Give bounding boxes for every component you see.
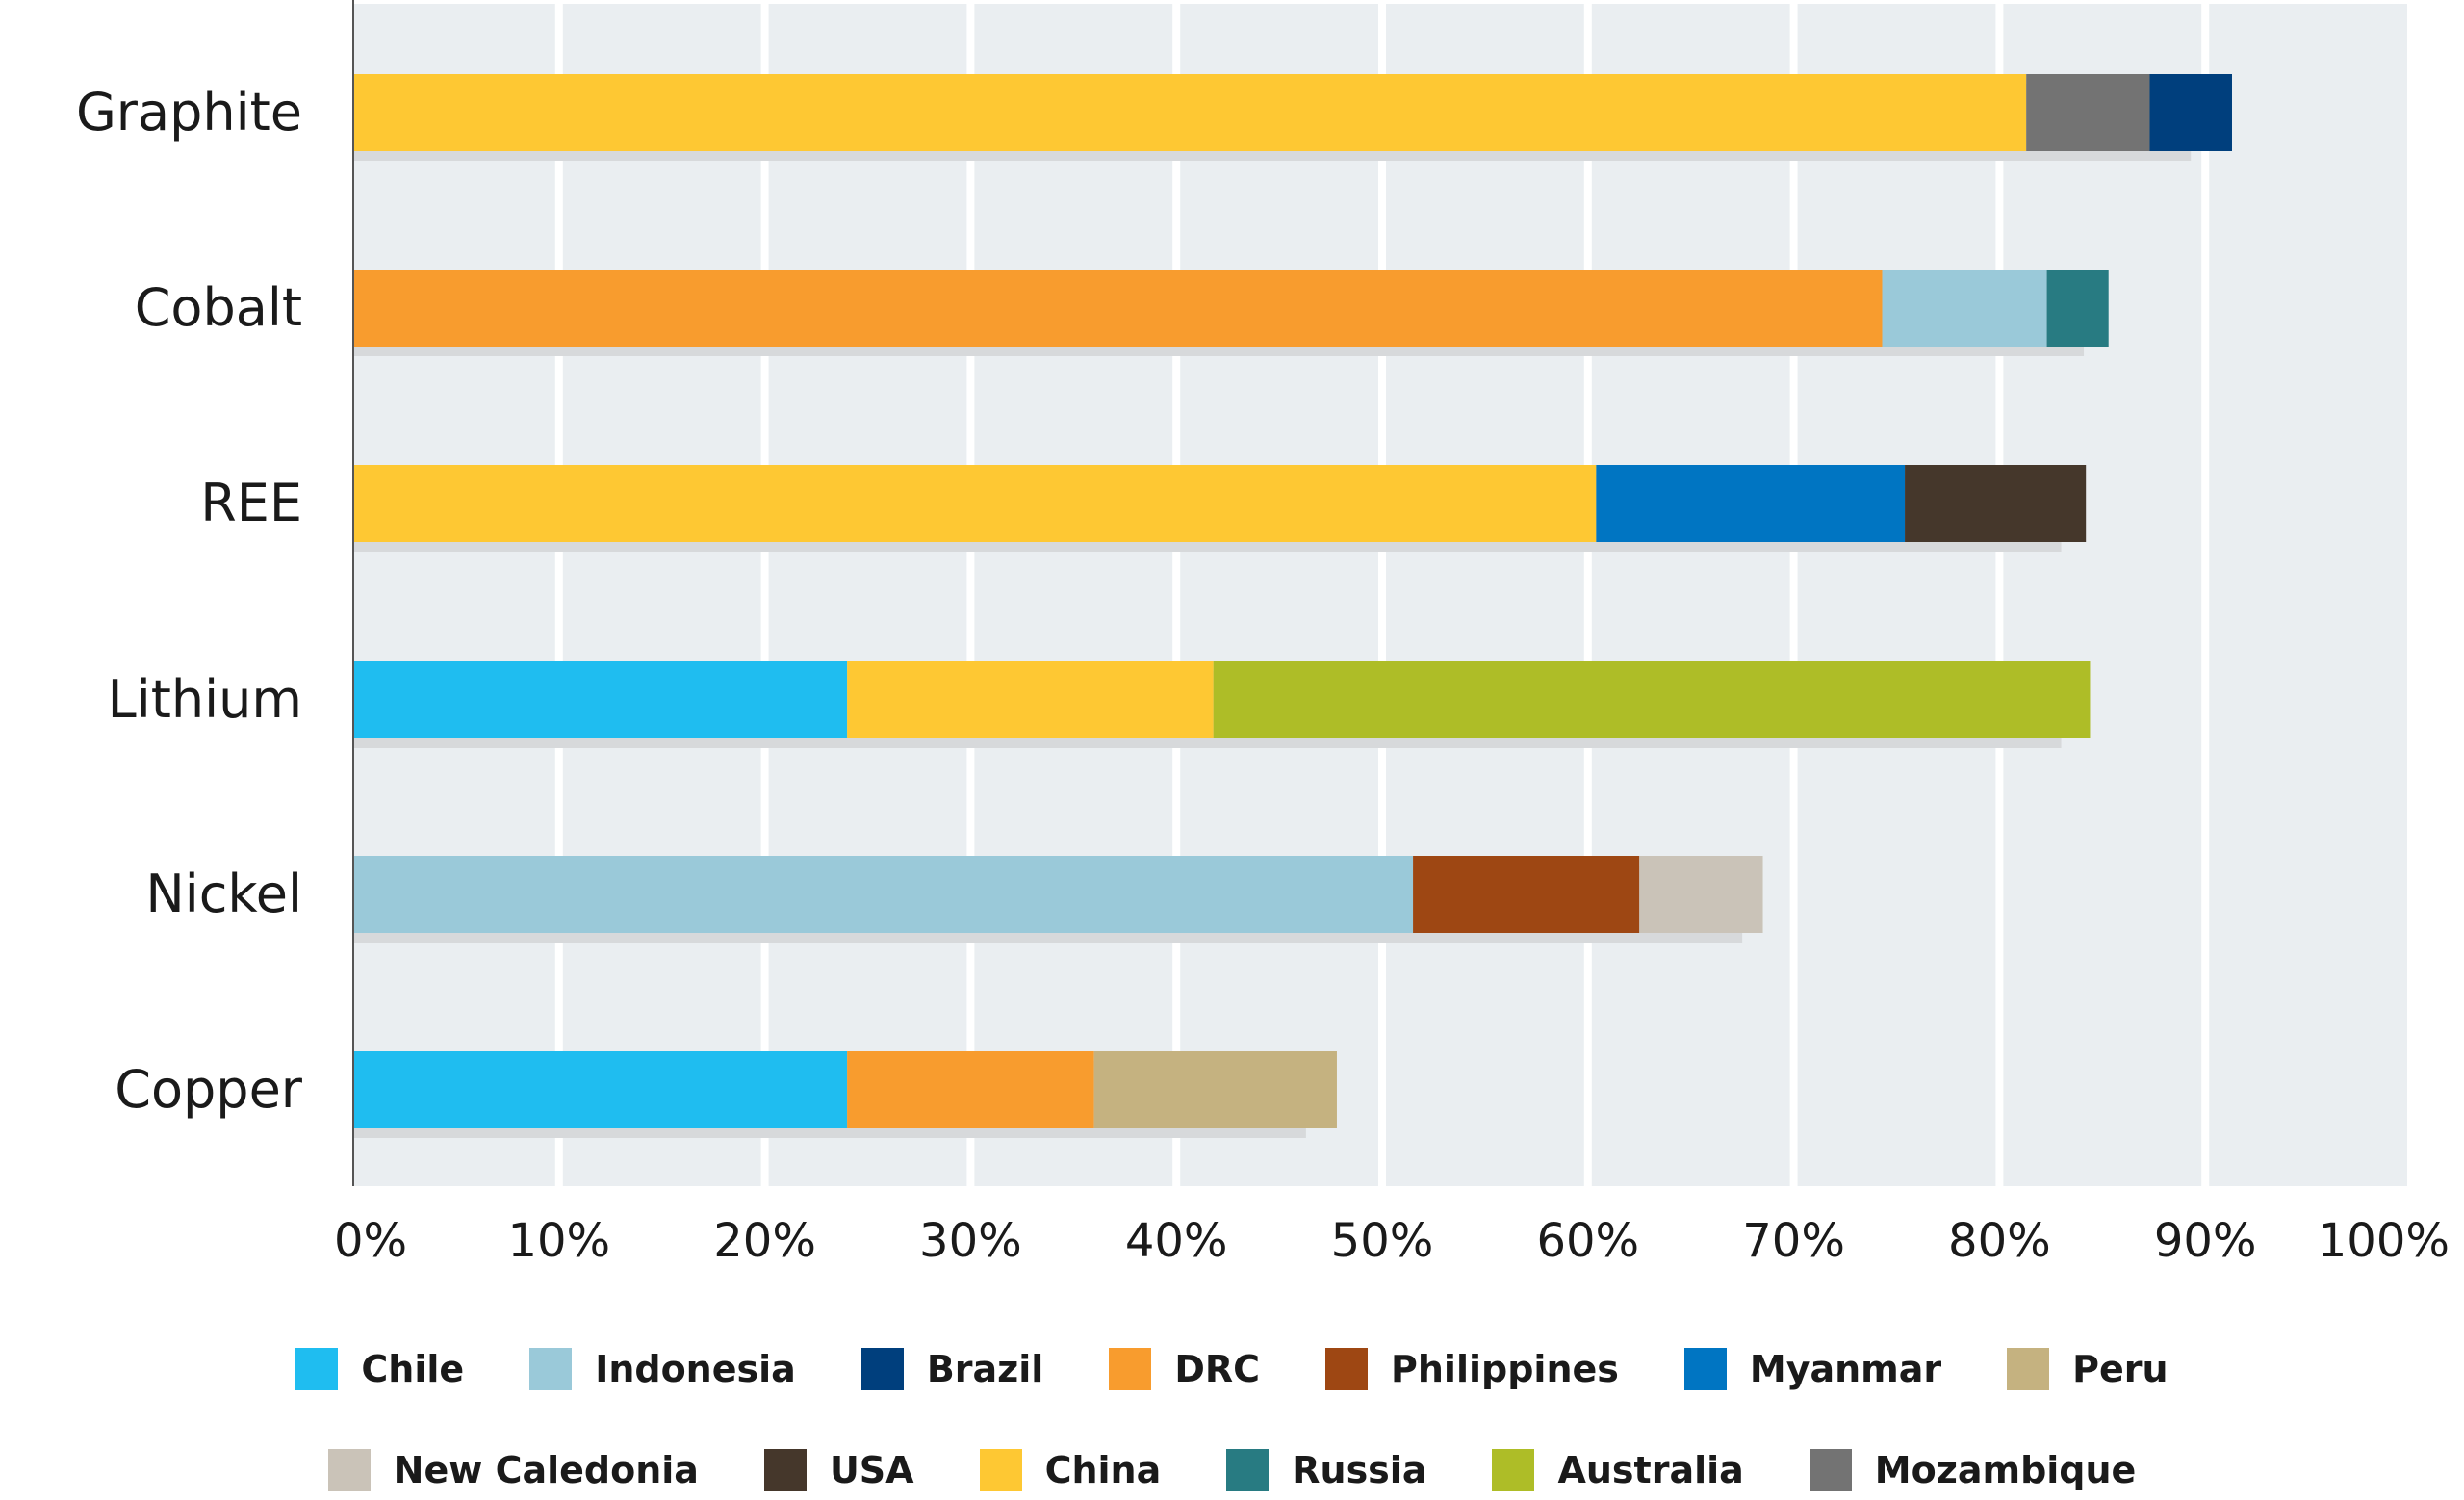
category-label-cobalt: Cobalt: [135, 277, 302, 338]
legend-item-new-caledonia: New Caledonia: [327, 1449, 699, 1491]
category-label-ree: REE: [200, 473, 302, 533]
legend-row-2: New Caledonia USA China Russia Australia Moza…: [0, 1449, 2464, 1491]
bar-copper-chile: [353, 1051, 848, 1128]
legend-item-russia: Russia: [1226, 1449, 1426, 1491]
legend-swatch: [1109, 1348, 1152, 1390]
legend-item-australia: Australia: [1492, 1449, 1744, 1491]
legend-swatch: [295, 1348, 339, 1390]
x-tick-label: 70%: [1742, 1214, 1845, 1268]
legend-label: Myanmar: [1749, 1348, 1942, 1390]
bar-nickel-philippines: [1413, 856, 1640, 933]
legend-swatch: [1226, 1449, 1270, 1491]
x-tick-label: 50%: [1331, 1214, 1434, 1268]
bar-ree-usa: [1905, 465, 2087, 542]
bar-copper-peru: [1093, 1051, 1337, 1128]
bar-graphite-mozambique: [2026, 74, 2150, 151]
x-tick-label: 40%: [1125, 1214, 1228, 1268]
legend-item-drc: DRC: [1109, 1348, 1260, 1390]
legend-swatch: [529, 1348, 573, 1390]
legend-swatch: [763, 1449, 807, 1491]
legend-label: Philippines: [1391, 1348, 1619, 1390]
legend-label: DRC: [1174, 1348, 1261, 1390]
legend-item-indonesia: Indonesia: [529, 1348, 796, 1390]
x-tick-label: 100%: [2318, 1214, 2450, 1268]
bar-nickel-indonesia: [353, 856, 1414, 933]
bar-graphite-brazil: [2149, 74, 2232, 151]
legend-swatch: [1683, 1348, 1727, 1390]
legend-item-china: China: [979, 1449, 1162, 1491]
x-tick-label: 0%: [334, 1214, 407, 1268]
legend-label: Mozambique: [1874, 1449, 2137, 1491]
legend-label: Peru: [2072, 1348, 2169, 1390]
x-tick-label: 90%: [2154, 1214, 2257, 1268]
bar-graphite-china: [353, 74, 2027, 151]
legend-item-peru: Peru: [2007, 1348, 2169, 1390]
legend-swatch: [1325, 1348, 1369, 1390]
bar-cobalt-indonesia: [1882, 270, 2047, 347]
x-tick-label: 80%: [1948, 1214, 2051, 1268]
category-label-nickel: Nickel: [145, 864, 302, 924]
bar-lithium-australia: [1213, 661, 2091, 738]
bar-lithium-china: [847, 661, 1214, 738]
legend-item-myanmar: Myanmar: [1683, 1348, 1942, 1390]
legend-item-brazil: Brazil: [860, 1348, 1044, 1390]
category-label-lithium: Lithium: [108, 669, 302, 730]
chart-svg: Graphite Cobalt REE Lithium Nickel Copper 0% 10…: [76, 0, 2450, 1268]
legend-swatch: [327, 1449, 371, 1491]
x-tick-label: 20%: [713, 1214, 816, 1268]
bar-ree-china: [353, 465, 1597, 542]
x-tick-label: 30%: [919, 1214, 1022, 1268]
category-label-graphite: Graphite: [76, 82, 302, 142]
legend-label: New Caledonia: [393, 1449, 699, 1491]
legend-item-philippines: Philippines: [1325, 1348, 1619, 1390]
legend-swatch: [860, 1348, 904, 1390]
legend-item-mozambique: Mozambique: [1809, 1449, 2137, 1491]
legend-label: Brazil: [926, 1348, 1044, 1390]
bar-nickel-new-caledonia: [1639, 856, 1763, 933]
bar-cobalt-drc: [353, 270, 1883, 347]
legend-label: China: [1044, 1449, 1162, 1491]
bar-cobalt-russia: [2046, 270, 2109, 347]
legend-swatch: [979, 1449, 1022, 1491]
bar-lithium-chile: [353, 661, 848, 738]
legend-label: Australia: [1557, 1449, 1744, 1491]
legend-swatch: [1492, 1449, 1535, 1491]
legend-item-chile: Chile: [295, 1348, 464, 1390]
legend-item-usa: USA: [763, 1449, 914, 1491]
legend-label: Chile: [361, 1348, 465, 1390]
x-tick-label: 60%: [1536, 1214, 1639, 1268]
legend-row-1: Chile Indonesia Brazil DRC Philippines Myanma…: [0, 1348, 2464, 1390]
legend-label: Indonesia: [595, 1348, 796, 1390]
legend-label: USA: [829, 1449, 914, 1491]
legend-swatch: [2007, 1348, 2050, 1390]
bar-copper-drc: [847, 1051, 1094, 1128]
bar-ree-myanmar: [1596, 465, 1906, 542]
category-label-copper: Copper: [115, 1059, 303, 1120]
legend-label: Russia: [1292, 1449, 1427, 1491]
x-tick-label: 10%: [507, 1214, 610, 1268]
legend-swatch: [1809, 1449, 1852, 1491]
